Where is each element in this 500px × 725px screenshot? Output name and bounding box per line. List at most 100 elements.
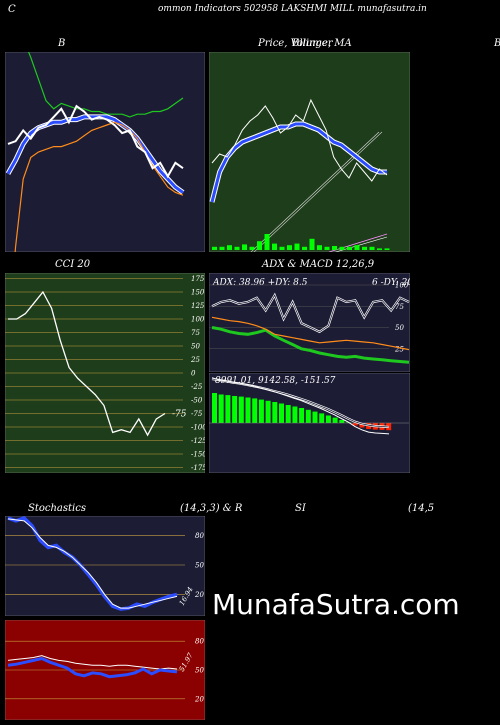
adx-panel: ADX: 38.96 +DY: 8.5 6 -DY: 20.16 100 75 50…: [209, 273, 410, 372]
adx-tick-label: 25: [394, 345, 404, 353]
volume-bar: [234, 246, 240, 250]
adx-values-label: ADX: 38.96 +DY: 8.5: [212, 278, 308, 288]
cci-tick-label: -150: [191, 451, 205, 459]
volume-bar: [249, 246, 255, 250]
stoch-panel: 80 50 20 16.94: [5, 516, 205, 616]
adx-tick-label: 100: [395, 282, 409, 290]
macd-bar: [279, 403, 284, 423]
volume-bar: [339, 246, 345, 250]
volume-bar: [279, 246, 285, 250]
price-chart: [209, 52, 410, 252]
stoch-title: Stochastics: [28, 503, 86, 514]
price-overlay-title: Bllinger: [292, 38, 333, 49]
cci-tick-label: -25: [191, 383, 203, 391]
stoch-d-line: [7, 518, 178, 609]
cci-tick-label: 100: [191, 316, 205, 324]
volume-bar: [332, 246, 337, 250]
macd-bar: [299, 408, 305, 423]
macd-bar: [212, 393, 217, 423]
cci-tick-label: 0: [191, 370, 196, 378]
macd-bar: [238, 396, 244, 423]
macd-chart: 8991.01, 9142.58, -151.57: [209, 373, 410, 473]
price-line: [211, 98, 388, 182]
macd-bar: [285, 405, 291, 423]
rsi-title: SI: [295, 503, 306, 514]
cci-last-value: -75: [172, 410, 187, 420]
rsi-mfi-line: [7, 656, 178, 679]
macd-bar: [225, 395, 231, 423]
volume-bar: [347, 246, 352, 250]
stoch-tick-label: 20: [194, 591, 204, 599]
macd-bar: [245, 397, 251, 423]
dy-values-label: 6 -DY: 20.16: [372, 278, 410, 288]
cci-tick-label: -50: [191, 397, 203, 405]
volume-bar: [309, 238, 315, 250]
macd-bar: [265, 400, 271, 423]
volume-bar: [272, 243, 277, 250]
macd-bar: [352, 423, 358, 426]
price-ma-line: [210, 122, 387, 203]
stoch-tick-label: 50: [195, 562, 204, 570]
cci-tick-label: -125: [191, 437, 205, 445]
bollinger-series-0: [27, 52, 184, 118]
macd-values-label: 8991.01, 9142.58, -151.57: [215, 376, 336, 386]
macd-bar: [218, 394, 224, 423]
cci-tick-label: -100: [191, 424, 205, 432]
macd-bar: [325, 415, 331, 423]
macd-bar: [332, 417, 338, 423]
volume-bar: [354, 245, 360, 250]
page-title: ommon Indicators 502958 LAKSHMI MILL mun…: [158, 4, 427, 14]
rsi-tick-label: 20: [194, 695, 204, 703]
stoch-params: (14,3,3) & R: [180, 503, 243, 514]
adx-dx-inner: [211, 294, 410, 333]
rsi-tick-label: 80: [195, 638, 204, 646]
volume-bar: [302, 246, 307, 250]
volume-bar: [227, 245, 232, 250]
macd-line: [211, 377, 390, 435]
volume-bar: [264, 234, 270, 250]
header-left-letter: C: [8, 4, 16, 15]
bollinger-title: B: [58, 38, 66, 49]
rsi-panel: 80 50 20 51.97: [5, 620, 205, 720]
volume-bar: [362, 246, 367, 250]
cci-tick-label: 125: [191, 302, 205, 310]
cci-tick-label: 150: [191, 289, 205, 297]
macd-bar: [305, 409, 311, 423]
cci-title: CCI 20: [55, 259, 91, 270]
cci-tick-label: 50: [191, 343, 200, 351]
adx-series-1: [211, 326, 410, 364]
adx-chart: ADX: 38.96 +DY: 8.5 6 -DY: 20.16 100 75 50…: [209, 273, 410, 372]
volume-bar: [294, 243, 300, 250]
cci-tick-label: 175: [191, 275, 205, 283]
macd-bar: [232, 396, 238, 423]
price-panel: [209, 52, 410, 252]
macd-bar: [319, 413, 325, 423]
macd-bar: [292, 406, 298, 423]
cci-line: [8, 290, 166, 437]
volume-bar: [377, 248, 382, 250]
volume-bar: [287, 245, 292, 250]
macd-bar: [339, 420, 345, 423]
macd-bar: [272, 402, 278, 423]
volume-bar: [369, 246, 375, 250]
volume-bar: [219, 246, 225, 250]
rsi-params: (14,5: [408, 503, 435, 514]
bollinger-chart: [5, 52, 205, 252]
stoch-tick-label: 80: [195, 532, 204, 540]
adx-series-2: [211, 316, 410, 351]
macd-panel: 8991.01, 9142.58, -151.57: [209, 373, 410, 473]
watermark: MunafaSutra.com: [212, 588, 460, 621]
volume-bar: [384, 248, 390, 250]
cci-tick-label: -175: [191, 464, 205, 472]
rsi-line: [7, 655, 178, 670]
cci-chart: 175 150 125 100 75 50 25 0 -25 -50 -75 -100 -125 -150…: [5, 273, 205, 473]
rsi-tick-label: 50: [195, 667, 204, 675]
adx-title: ADX & MACD 12,26,9: [262, 259, 375, 270]
macd-bar: [252, 398, 258, 423]
volume-bar: [257, 241, 262, 250]
right-edge-letter: B: [494, 38, 500, 49]
cci-tick-label: 25: [190, 356, 200, 364]
volume-bar: [324, 246, 330, 250]
